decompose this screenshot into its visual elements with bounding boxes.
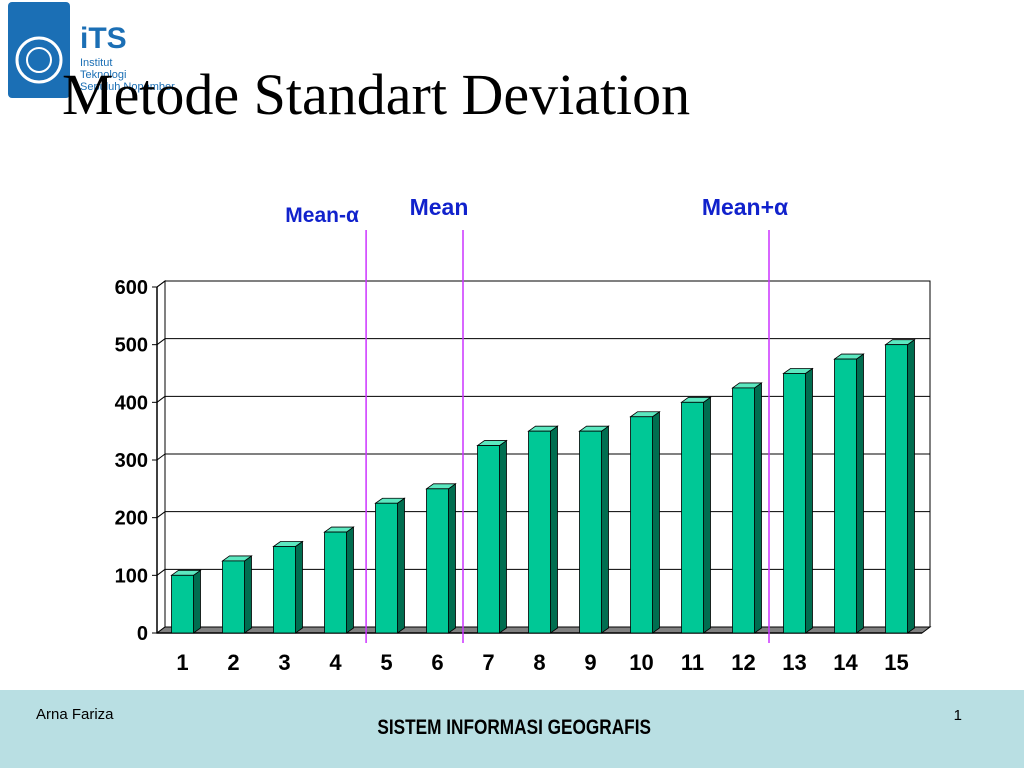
bar-side xyxy=(397,497,405,634)
bar xyxy=(375,502,398,634)
x-tick-label: 1 xyxy=(176,650,188,675)
logo-line-1: Institut xyxy=(80,57,112,69)
bar-side xyxy=(295,540,303,634)
bar-side xyxy=(856,353,864,634)
x-tick-label: 12 xyxy=(731,650,755,675)
bar-side xyxy=(550,425,558,634)
bar xyxy=(579,430,602,634)
bar-side xyxy=(244,555,252,634)
bar xyxy=(783,373,806,634)
y-tick-label: 600 xyxy=(115,277,148,299)
y-tick-label: 200 xyxy=(115,508,148,530)
logo-shield-icon xyxy=(8,2,70,98)
marker-label: Mean-α xyxy=(285,204,359,227)
x-tick-label: 11 xyxy=(681,650,704,675)
gridline-side xyxy=(156,453,166,461)
x-tick-label: 3 xyxy=(278,650,290,675)
logo-name: iTS xyxy=(80,22,127,55)
bar-side xyxy=(805,367,813,634)
x-tick-label: 10 xyxy=(629,650,653,675)
slide-title: Metode Standart Deviation xyxy=(62,62,691,127)
x-tick-label: 6 xyxy=(431,650,443,675)
y-tick-label: 500 xyxy=(115,335,148,357)
bar-side xyxy=(703,396,711,634)
gridline-side xyxy=(156,280,166,288)
bar xyxy=(324,531,347,634)
bar xyxy=(732,387,755,634)
gridline-side xyxy=(156,338,166,346)
x-tick-label: 7 xyxy=(482,650,494,675)
footer-course-title: SISTEM INFORMASI GEOGRAFIS xyxy=(377,716,651,739)
bar xyxy=(477,445,500,634)
bar-side xyxy=(448,483,456,634)
y-tick-label: 100 xyxy=(115,565,148,587)
bar-side xyxy=(652,410,660,634)
marker-label: Mean xyxy=(410,194,469,220)
page-number: 1 xyxy=(953,707,962,724)
x-tick-label: 2 xyxy=(227,650,239,675)
marker-label: Mean+α xyxy=(702,194,788,220)
bar xyxy=(426,488,449,634)
gridline-side xyxy=(156,511,166,519)
bar xyxy=(885,344,908,634)
footer-author: Arna Fariza xyxy=(36,706,114,723)
x-tick-label: 15 xyxy=(884,650,908,675)
x-tick-label: 5 xyxy=(380,650,392,675)
bar xyxy=(630,416,653,634)
bar xyxy=(273,546,296,634)
x-tick-label: 14 xyxy=(833,650,858,675)
y-tick-label: 300 xyxy=(115,450,148,472)
gridline-side xyxy=(156,395,166,403)
footer: Arna Fariza SISTEM INFORMASI GEOGRAFIS 1 xyxy=(0,690,1024,768)
bar-side xyxy=(346,526,354,634)
bar-side xyxy=(601,425,609,634)
x-tick-label: 13 xyxy=(782,650,806,675)
bar xyxy=(222,560,245,634)
its-logo: iTS Institut Teknologi Sepuluh Nopember xyxy=(8,2,175,98)
x-tick-label: 9 xyxy=(584,650,596,675)
logo-line-2: Teknologi xyxy=(80,69,126,81)
bar xyxy=(171,574,194,634)
bar-side xyxy=(754,382,762,634)
bar-side xyxy=(907,338,915,634)
bar xyxy=(834,358,857,634)
bar-side xyxy=(193,569,201,634)
bar-side xyxy=(499,439,507,634)
logo-emblem-icon xyxy=(15,36,63,84)
y-tick-label: 0 xyxy=(137,623,148,645)
bar xyxy=(528,430,551,634)
gridline-side xyxy=(156,568,166,576)
bar xyxy=(681,401,704,634)
logo-line-3: Sepuluh Nopember xyxy=(80,81,175,93)
x-tick-label: 4 xyxy=(329,650,342,675)
x-tick-label: 8 xyxy=(533,650,545,675)
y-tick-label: 400 xyxy=(115,392,148,414)
